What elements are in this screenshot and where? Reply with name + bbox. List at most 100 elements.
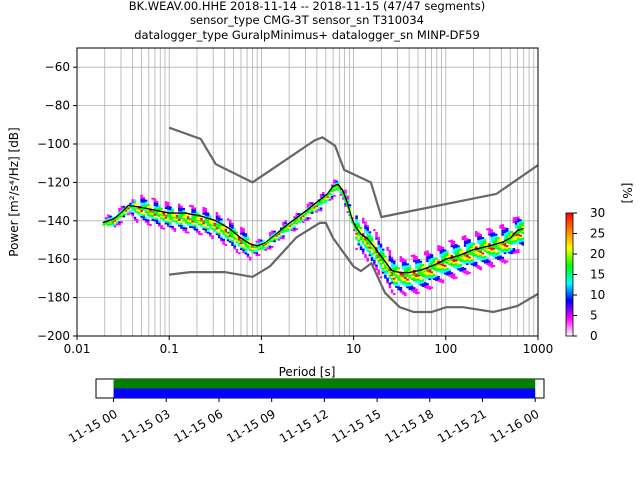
psd-cell bbox=[441, 246, 445, 249]
psd-cell bbox=[229, 234, 232, 237]
psd-cell bbox=[441, 266, 445, 268]
psd-cell bbox=[204, 227, 208, 230]
psd-cell bbox=[494, 241, 498, 244]
psd-cell bbox=[499, 245, 502, 248]
psd-cell bbox=[251, 247, 254, 250]
psd-cell bbox=[306, 209, 310, 212]
psd-cell bbox=[483, 259, 487, 262]
colorbar-label: [%] bbox=[620, 183, 634, 204]
psd-cell bbox=[426, 275, 429, 278]
psd-cell bbox=[284, 229, 287, 232]
psd-cell bbox=[359, 227, 363, 229]
psd-cell bbox=[505, 237, 509, 240]
psd-cell bbox=[470, 253, 474, 256]
psd-cell bbox=[421, 281, 425, 284]
psd-cell bbox=[439, 269, 443, 271]
psd-cell bbox=[142, 197, 146, 200]
psd-cell bbox=[490, 265, 493, 268]
psd-cell bbox=[426, 252, 429, 255]
psd-cell bbox=[359, 230, 363, 233]
psd-cell bbox=[217, 222, 221, 225]
psd-cell bbox=[508, 249, 511, 252]
psd-cell bbox=[512, 221, 516, 224]
psd-cell bbox=[430, 271, 434, 274]
psd-cell bbox=[503, 227, 507, 230]
psd-cell bbox=[271, 234, 274, 237]
psd-cell bbox=[463, 256, 467, 259]
psd-cell bbox=[448, 269, 451, 271]
psd-cell bbox=[242, 228, 245, 231]
psd-cell bbox=[463, 267, 467, 270]
psd-cell bbox=[346, 199, 349, 202]
psd-cell bbox=[415, 275, 418, 278]
psd-cell bbox=[302, 218, 305, 221]
psd-cell bbox=[415, 261, 418, 264]
psd-cell bbox=[226, 218, 230, 221]
psd-cell bbox=[328, 195, 332, 197]
psd-cell bbox=[477, 236, 480, 239]
psd-cell bbox=[140, 196, 143, 199]
psd-cell bbox=[304, 215, 307, 218]
psd-cell bbox=[186, 216, 190, 219]
psd-cell bbox=[222, 231, 225, 234]
psd-cell bbox=[184, 219, 188, 222]
psd-cell bbox=[404, 263, 407, 266]
psd-cell bbox=[178, 224, 181, 227]
psd-cell bbox=[313, 206, 316, 209]
psd-cell bbox=[388, 249, 392, 252]
psd-cell bbox=[193, 209, 197, 212]
psd-cell bbox=[404, 278, 407, 281]
psd-cell bbox=[501, 245, 505, 248]
psd-cell bbox=[424, 276, 427, 279]
psd-cell bbox=[308, 207, 312, 210]
psd-cell bbox=[364, 231, 367, 233]
psd-cell bbox=[390, 258, 394, 261]
psd-cell bbox=[220, 235, 223, 238]
psd-cell bbox=[115, 217, 119, 220]
psd-cell bbox=[211, 221, 214, 224]
psd-cell bbox=[133, 211, 137, 213]
psd-cell bbox=[242, 249, 245, 252]
psd-cell bbox=[490, 231, 493, 234]
psd-cell bbox=[204, 230, 208, 233]
psd-cell bbox=[379, 253, 383, 256]
psd-cell bbox=[437, 277, 440, 280]
psd-cell bbox=[412, 279, 416, 282]
psd-cell bbox=[235, 250, 239, 253]
psd-cell bbox=[412, 258, 416, 261]
psd-cell bbox=[220, 224, 223, 227]
psd-cell bbox=[441, 252, 445, 255]
psd-cell bbox=[302, 215, 305, 218]
psd-cell bbox=[138, 213, 141, 216]
psd-cell bbox=[435, 265, 438, 268]
psd-cell bbox=[474, 231, 478, 233]
psd-cell bbox=[224, 236, 228, 239]
psd-cell bbox=[244, 239, 248, 241]
psd-cell bbox=[381, 269, 385, 272]
psd-cell bbox=[430, 261, 434, 264]
psd-cell bbox=[231, 236, 234, 239]
psd-cell bbox=[226, 233, 230, 236]
psd-cell bbox=[417, 274, 420, 277]
psd-cell bbox=[193, 211, 197, 214]
psd-cell bbox=[231, 224, 234, 227]
psd-cell bbox=[180, 221, 183, 224]
psd-cell bbox=[483, 238, 487, 241]
psd-cell bbox=[297, 218, 301, 221]
psd-cell bbox=[217, 232, 221, 235]
psd-cell bbox=[155, 210, 159, 213]
psd-cell bbox=[155, 214, 159, 217]
psd-cell bbox=[133, 209, 137, 212]
psd-cell bbox=[463, 241, 467, 243]
psd-cell bbox=[479, 266, 482, 269]
psd-cell bbox=[468, 262, 471, 265]
psd-cell bbox=[377, 259, 380, 262]
psd-cell bbox=[277, 238, 281, 241]
psd-cell bbox=[424, 284, 427, 287]
psd-cell bbox=[155, 206, 159, 209]
psd-cell bbox=[304, 217, 307, 220]
psd-cell bbox=[514, 241, 518, 244]
psd-cell bbox=[344, 205, 347, 207]
psd-cell bbox=[277, 233, 281, 235]
